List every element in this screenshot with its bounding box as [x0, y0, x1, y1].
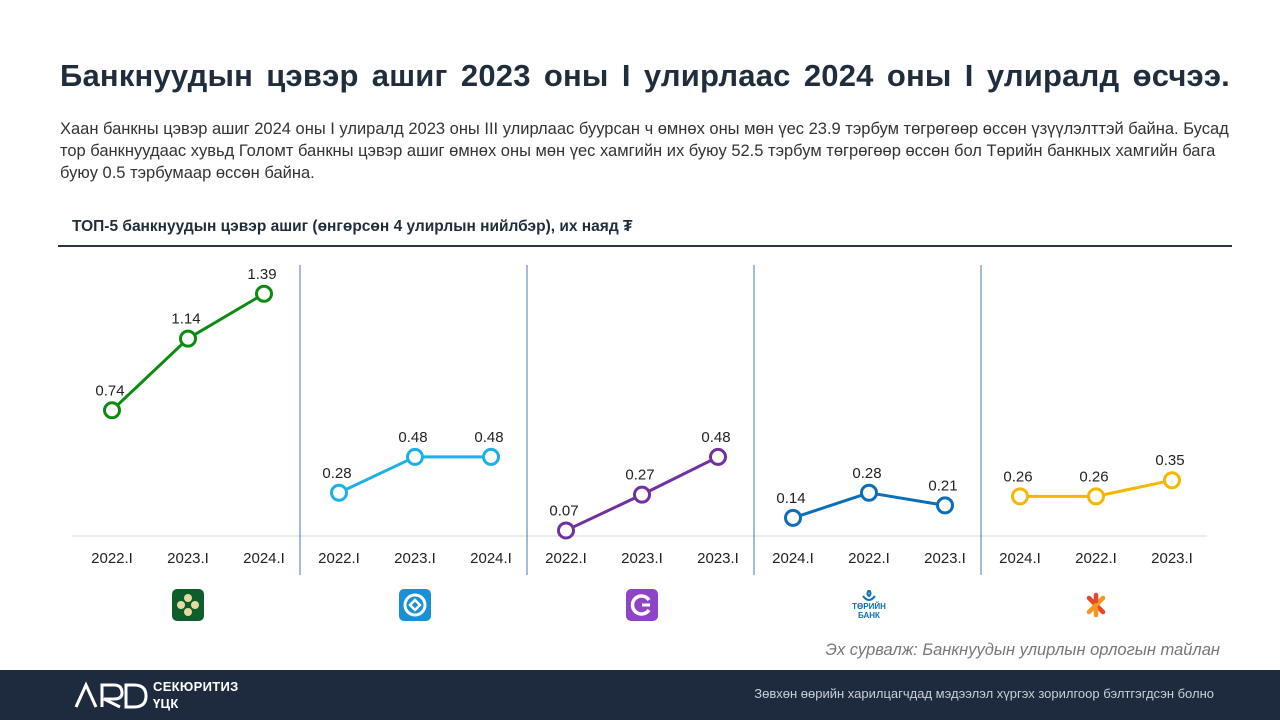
- company-name-line1: СЕКЮРИТИЗ: [153, 679, 239, 694]
- data-point: [784, 508, 802, 527]
- x-tick-label: 2023.I: [167, 550, 209, 567]
- data-point: [633, 485, 651, 504]
- company-name-line2: ҮЦК: [153, 696, 179, 711]
- data-label: 1.14: [171, 311, 200, 328]
- data-label: 0.48: [474, 429, 503, 446]
- golomt-bank-logo: [399, 589, 431, 621]
- bank-profit-chart: 0.74 2022.I 1.14 2023.I 1.39 2024.I 0.28 2022.I…: [72, 265, 1207, 575]
- x-tick-label: 2023.I: [924, 550, 966, 567]
- page-description: Хаан банкны цэвэр ашиг 2024 оны I улирал…: [60, 120, 1229, 182]
- data-point: [482, 447, 500, 466]
- ard-logo: [74, 681, 148, 709]
- data-point: [709, 447, 727, 466]
- x-tick-label: 2023.I: [621, 550, 663, 567]
- x-tick-label: 2024.I: [999, 550, 1041, 567]
- company-name: СЕКЮРИТИЗ ҮЦК: [153, 678, 239, 712]
- footer-disclaimer: Зөвхөн өөрийн харилцагчдад мэдээлэл хүрг…: [754, 686, 1214, 701]
- data-label: 0.26: [1003, 468, 1032, 485]
- page-title: Банкнуудын цэвэр ашиг 2023 оны I улирлаа…: [60, 58, 1230, 93]
- data-point: [936, 496, 954, 515]
- x-tick-label: 2022.I: [1075, 550, 1117, 567]
- x-tick-label: 2024.I: [243, 550, 285, 567]
- footer-bar: СЕКЮРИТИЗ ҮЦК Зөвхөн өөрийн харилцагчдад…: [0, 670, 1280, 720]
- data-point: [1163, 471, 1181, 490]
- data-label: 0.28: [322, 465, 351, 482]
- data-label: 0.48: [701, 429, 730, 446]
- khan-bank-logo: [172, 589, 204, 621]
- data-point: [557, 521, 575, 540]
- x-tick-label: 2022.I: [91, 550, 133, 567]
- data-point: [330, 483, 348, 502]
- data-label: 0.28: [852, 465, 881, 482]
- data-point: [406, 447, 424, 466]
- x-tick-label: 2023.I: [394, 550, 436, 567]
- data-label: 0.48: [398, 429, 427, 446]
- data-point: [1087, 487, 1105, 506]
- data-label: 1.39: [247, 266, 276, 283]
- data-label: 0.14: [776, 490, 805, 507]
- data-label: 0.74: [95, 382, 124, 399]
- data-point: [1011, 487, 1029, 506]
- source-note: Эх сурвалж: Банкнуудын улирлын орлогын т…: [825, 641, 1221, 659]
- data-point: [103, 401, 121, 420]
- x-tick-label: 2023.I: [697, 550, 739, 567]
- data-label: 0.21: [928, 477, 957, 494]
- data-label: 0.07: [549, 502, 578, 519]
- data-point: [179, 329, 197, 348]
- xac-bank-logo: [1080, 589, 1112, 621]
- x-tick-label: 2022.I: [848, 550, 890, 567]
- x-tick-label: 2022.I: [545, 550, 587, 567]
- chart-title: ТОП-5 банкнуудын цэвэр ашиг (өнгөрсөн 4 …: [72, 218, 633, 235]
- data-point: [860, 483, 878, 502]
- data-label: 0.26: [1079, 468, 1108, 485]
- tdb-logo: [626, 589, 658, 621]
- x-tick-label: 2023.I: [1151, 550, 1193, 567]
- x-tick-label: 2024.I: [772, 550, 814, 567]
- x-tick-label: 2022.I: [318, 550, 360, 567]
- data-label: 0.27: [625, 467, 654, 484]
- data-label: 0.35: [1155, 452, 1184, 469]
- state-bank-logo: ТӨРИЙН БАНК: [846, 589, 892, 621]
- chart-title-rule: [58, 245, 1232, 247]
- x-tick-label: 2024.I: [470, 550, 512, 567]
- data-point: [255, 284, 273, 303]
